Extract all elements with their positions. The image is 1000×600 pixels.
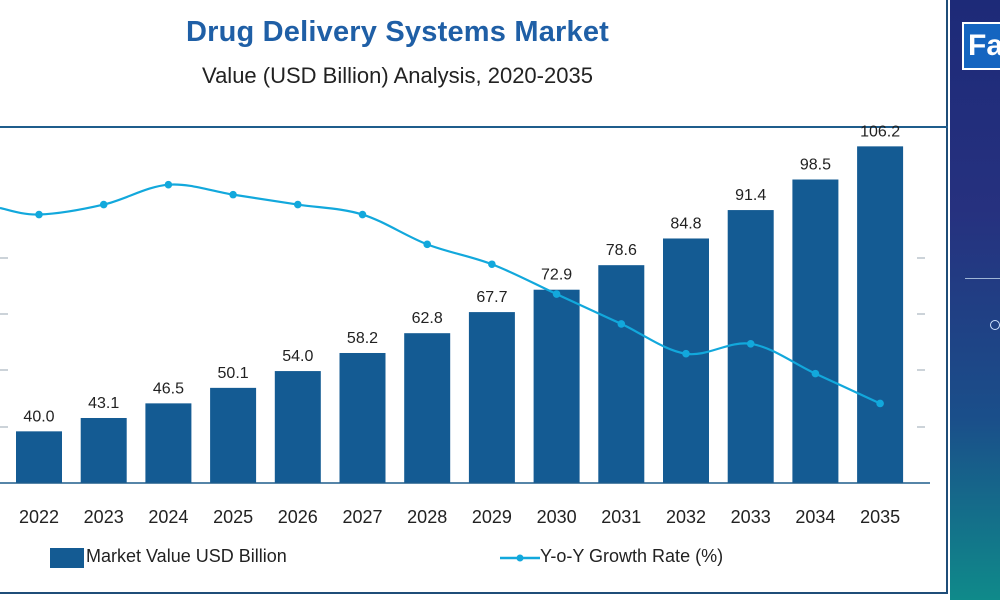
growth-rate-point bbox=[35, 210, 43, 219]
bar bbox=[274, 371, 321, 483]
bar-value-label: 43.1 bbox=[88, 395, 119, 412]
bar bbox=[533, 289, 580, 483]
bar bbox=[16, 431, 62, 483]
bar-value-label: 58.2 bbox=[347, 330, 378, 347]
growth-rate-point bbox=[164, 180, 173, 189]
x-tick-label: 2034 bbox=[795, 507, 835, 527]
bar-value-label: 50.1 bbox=[218, 365, 249, 382]
x-tick-label: 2026 bbox=[278, 507, 318, 527]
x-tick-label: 2028 bbox=[407, 507, 447, 527]
growth-rate-point bbox=[876, 399, 884, 408]
chart-card bbox=[0, 0, 948, 594]
bar-value-label: 106.2 bbox=[860, 123, 900, 140]
bar-value-label: 67.7 bbox=[476, 289, 507, 306]
bar bbox=[792, 179, 839, 483]
header-divider bbox=[0, 126, 948, 128]
chart-title: Drug Delivery Systems Market bbox=[185, 16, 610, 48]
chart-plot: 40.0 2022 43.1 2023 46.5 2024 50.1 2025 54.0 2026… bbox=[0, 123, 930, 527]
growth-rate-point bbox=[617, 320, 626, 328]
legend-line-label: Y-o-Y Growth Rate (%) bbox=[540, 546, 724, 566]
x-tick-label: 2035 bbox=[860, 507, 900, 527]
x-tick-label: 2025 bbox=[213, 507, 253, 527]
x-tick-label: 2033 bbox=[731, 507, 771, 527]
growth-rate-point bbox=[682, 349, 690, 358]
bar bbox=[857, 146, 904, 484]
bar bbox=[663, 238, 709, 483]
growth-rate-point bbox=[552, 290, 561, 298]
growth-rate-point bbox=[423, 240, 432, 249]
bar-value-label: 40.0 bbox=[23, 408, 54, 425]
bar bbox=[598, 265, 645, 483]
bar-value-label: 54.0 bbox=[282, 348, 313, 365]
bar bbox=[468, 312, 515, 483]
bar bbox=[404, 333, 451, 483]
growth-rate-point bbox=[294, 200, 302, 209]
legend-bar-swatch bbox=[50, 548, 84, 568]
x-tick-label: 2023 bbox=[84, 507, 124, 527]
bar-value-label: 91.4 bbox=[735, 187, 766, 204]
bar bbox=[339, 352, 386, 483]
growth-rate-point bbox=[99, 200, 108, 209]
legend-bar-label: Market Value USD Billion bbox=[86, 546, 287, 566]
bar bbox=[210, 387, 257, 483]
growth-rate-point bbox=[358, 210, 367, 219]
bar-value-label: 62.8 bbox=[412, 310, 443, 327]
x-tick-label: 2022 bbox=[19, 507, 59, 527]
growth-rate-point bbox=[746, 339, 755, 348]
x-tick-label: 2030 bbox=[537, 507, 577, 527]
x-tick-label: 2027 bbox=[342, 507, 382, 527]
side-circle-icon bbox=[990, 320, 1000, 330]
x-tick-label: 2024 bbox=[148, 507, 188, 527]
bar-value-label: 46.5 bbox=[153, 380, 184, 397]
x-tick-label: 2032 bbox=[666, 507, 706, 527]
bar bbox=[80, 417, 127, 483]
bar bbox=[145, 403, 192, 483]
brand-logo: Fa bbox=[962, 22, 1000, 70]
side-divider bbox=[965, 278, 1000, 279]
growth-rate-point bbox=[811, 369, 820, 378]
bar-value-label: 98.5 bbox=[800, 157, 831, 174]
bar-value-label: 72.9 bbox=[541, 267, 572, 284]
growth-rate-point bbox=[229, 190, 237, 199]
side-brand-panel bbox=[950, 0, 1000, 600]
chart-subtitle: Value (USD Billion) Analysis, 2020-2035 bbox=[202, 63, 593, 88]
growth-rate-point bbox=[488, 260, 496, 269]
x-tick-label: 2029 bbox=[472, 507, 512, 527]
bar-value-label: 84.8 bbox=[670, 215, 701, 232]
legend-line-swatch bbox=[500, 554, 540, 562]
x-tick-label: 2031 bbox=[601, 507, 641, 527]
bar-value-label: 78.6 bbox=[606, 242, 637, 259]
